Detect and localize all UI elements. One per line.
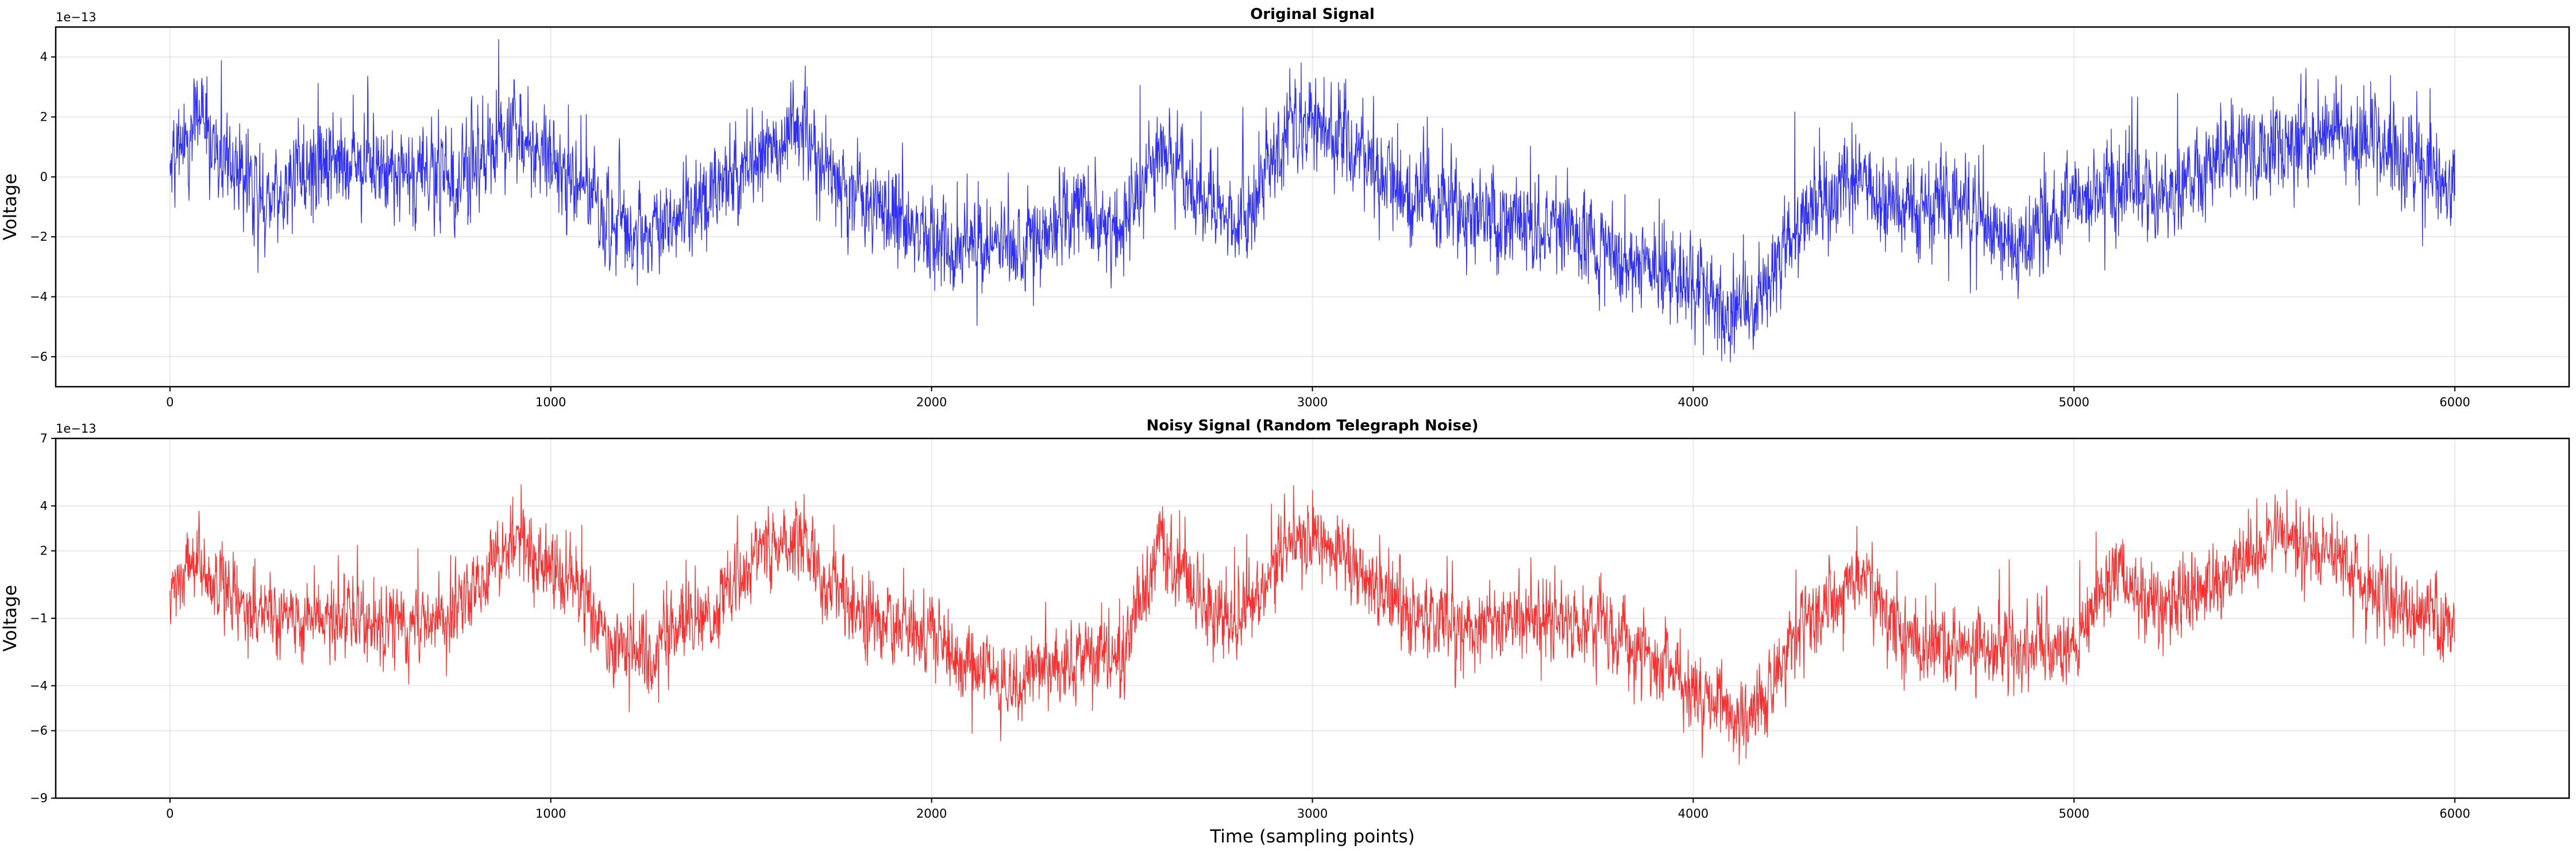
original-signal-y-tick-label: −2 bbox=[30, 230, 48, 244]
noisy-signal-y-ticks: −9 −6 −4 −1 2 4 7 bbox=[30, 432, 56, 805]
noisy-signal-x-tick-label: 6000 bbox=[2439, 807, 2470, 821]
noisy-signal-x-tick-label: 0 bbox=[166, 807, 173, 821]
noisy-signal-y-tick-label: −1 bbox=[30, 611, 48, 625]
original-signal-y-offset-text: 1e−13 bbox=[56, 10, 97, 24]
original-signal-x-ticks: 0 1000 2000 3000 4000 5000 6000 bbox=[166, 387, 2470, 409]
noisy-signal-y-tick-label: −9 bbox=[30, 791, 48, 805]
noisy-signal-x-tick-label: 4000 bbox=[1678, 807, 1709, 821]
original-signal-y-tick-label: 0 bbox=[40, 170, 48, 184]
noisy-signal-y-tick-label: 4 bbox=[40, 499, 48, 513]
noisy-signal-y-tick-label: 7 bbox=[40, 432, 48, 445]
original-signal-x-tick-label: 2000 bbox=[916, 395, 947, 409]
noisy-signal-y-tick-label: 2 bbox=[40, 544, 48, 558]
noisy-signal-title: Noisy Signal (Random Telegraph Noise) bbox=[1147, 417, 1479, 434]
original-signal-x-tick-label: 4000 bbox=[1678, 395, 1709, 409]
noisy-signal-y-tick-label: −4 bbox=[30, 679, 48, 692]
original-signal-series-line bbox=[169, 39, 2455, 363]
noisy-signal-y-axis-label: Voltage bbox=[0, 585, 21, 652]
original-signal-x-tick-label: 6000 bbox=[2439, 395, 2470, 409]
noisy-signal-x-tick-label: 5000 bbox=[2059, 807, 2089, 821]
noisy-signal-x-ticks: 0 1000 2000 3000 4000 5000 6000 bbox=[166, 798, 2470, 821]
original-signal-grid bbox=[56, 27, 2569, 387]
noisy-signal-x-tick-label: 1000 bbox=[535, 807, 566, 821]
noisy-signal-y-tick-label: −6 bbox=[30, 724, 48, 738]
noisy-signal-series-line bbox=[169, 484, 2455, 765]
original-signal-y-tick-label: 4 bbox=[40, 50, 48, 64]
original-signal-y-tick-label: −4 bbox=[30, 290, 48, 304]
original-signal-y-tick-label: 2 bbox=[40, 110, 48, 124]
noisy-signal-y-offset-text: 1e−13 bbox=[56, 422, 97, 436]
original-signal-x-tick-label: 3000 bbox=[1297, 395, 1328, 409]
noisy-signal-x-tick-label: 3000 bbox=[1297, 807, 1328, 821]
original-signal-x-tick-label: 5000 bbox=[2059, 395, 2089, 409]
noisy-signal-panel: 0 1000 2000 3000 4000 5000 6000 −9 −6 −4 −1 2 4 7 No… bbox=[0, 417, 2570, 847]
original-signal-title: Original Signal bbox=[1250, 6, 1375, 23]
noisy-signal-x-tick-label: 2000 bbox=[916, 807, 947, 821]
original-signal-y-axis-label: Voltage bbox=[0, 174, 21, 240]
original-signal-x-tick-label: 0 bbox=[166, 395, 173, 409]
original-signal-panel: 0 1000 2000 3000 4000 5000 6000 −6 −4 −2 0 2 4 Orig… bbox=[0, 6, 2570, 409]
noisy-signal-x-axis-label: Time (sampling points) bbox=[1209, 826, 1415, 847]
original-signal-y-ticks: −6 −4 −2 0 2 4 bbox=[30, 50, 56, 364]
original-signal-y-tick-label: −6 bbox=[30, 350, 48, 364]
original-signal-x-tick-label: 1000 bbox=[535, 395, 566, 409]
